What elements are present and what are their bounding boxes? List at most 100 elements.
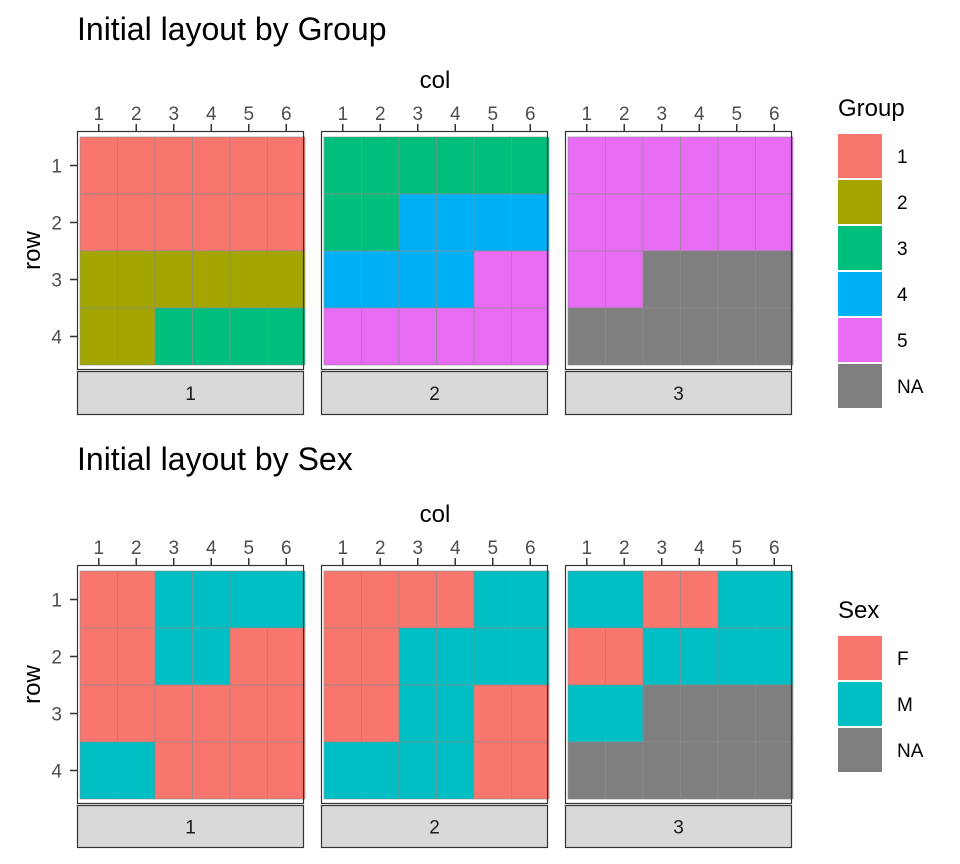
heatmap-cell	[117, 250, 156, 309]
y-tick-label: 3	[51, 271, 62, 292]
y-tick-label: 3	[51, 705, 62, 726]
heatmap-cell	[473, 193, 512, 252]
facet-panel-2: 1 2 3 4 5 6 2	[320, 104, 550, 416]
heatmap-cell	[605, 136, 644, 195]
heatmap-cell	[267, 684, 306, 743]
heatmap-cell	[229, 250, 268, 309]
heatmap-cell	[361, 307, 400, 366]
facet-strip-label: 3	[673, 818, 684, 839]
heatmap-cell	[473, 741, 512, 800]
heatmap-cell	[361, 741, 400, 800]
x-tick-label: 6	[525, 104, 536, 125]
heatmap-cell	[361, 684, 400, 743]
heatmap-cell	[154, 193, 193, 252]
legend: Group 1 2 3 4 5 NA	[838, 95, 924, 408]
y-tick-label: 4	[51, 762, 62, 783]
heatmap-cell	[229, 193, 268, 252]
heatmap-cell	[117, 684, 156, 743]
y-tick-label: 2	[51, 648, 62, 669]
heatmap-cell	[267, 627, 306, 686]
facet-strip	[564, 370, 793, 416]
heatmap-cell	[267, 193, 306, 252]
y-tick-label: 1	[51, 157, 62, 178]
chart-title: Initial layout by Group	[77, 11, 387, 47]
heatmap-cell	[567, 307, 606, 366]
x-tick-label: 1	[581, 538, 592, 559]
heatmap-cell	[154, 570, 193, 629]
heatmap-cell	[642, 136, 681, 195]
heatmap-cell	[323, 741, 362, 800]
heatmap-cell	[717, 627, 756, 686]
heatmap-cell	[436, 136, 475, 195]
heatmap-cell	[511, 627, 550, 686]
legend-label: M	[897, 695, 913, 716]
heatmap-cell	[717, 684, 756, 743]
heatmap-cell	[398, 741, 437, 800]
x-tick-label: 3	[168, 104, 179, 125]
x-tick-label: 6	[769, 538, 780, 559]
heatmap-cell	[361, 136, 400, 195]
heatmap-cell	[117, 741, 156, 800]
heatmap-cell	[511, 741, 550, 800]
x-tick-label: 6	[281, 104, 292, 125]
heatmap-cell	[511, 193, 550, 252]
heatmap-cell	[567, 741, 606, 800]
heatmap-cell	[436, 570, 475, 629]
heatmap-cell	[436, 741, 475, 800]
heatmap-cell	[229, 307, 268, 366]
heatmap-cell	[717, 307, 756, 366]
heatmap-cell	[605, 684, 644, 743]
heatmap-cell	[567, 627, 606, 686]
heatmap-cell	[717, 136, 756, 195]
panel-border	[564, 564, 793, 805]
x-tick-label: 3	[656, 538, 667, 559]
x-axis-label: col	[420, 501, 451, 528]
heatmap-cell	[79, 570, 118, 629]
panel-border	[76, 130, 305, 371]
heatmap-cell	[755, 193, 794, 252]
heatmap-cell	[436, 250, 475, 309]
x-tick-label: 6	[525, 538, 536, 559]
heatmap-cell	[642, 250, 681, 309]
heatmap-cell	[642, 570, 681, 629]
heatmap-cell	[229, 627, 268, 686]
facet-panel-3: 1 2 3 4 5 6 3	[564, 538, 794, 849]
heatmap-cell	[436, 193, 475, 252]
legend-label: NA	[897, 741, 924, 762]
x-tick-label: 4	[694, 538, 705, 559]
heatmap-cell	[717, 193, 756, 252]
heatmap-cell	[436, 627, 475, 686]
heatmap-cell	[511, 570, 550, 629]
heatmap-cell	[267, 741, 306, 800]
facet-panel-3: 1 2 3 4 5 6 3	[564, 104, 794, 416]
heatmap-cell	[755, 570, 794, 629]
heatmap-cell	[755, 627, 794, 686]
heatmap-cell	[267, 307, 306, 366]
heatmap-cell	[680, 684, 719, 743]
panel-border	[320, 564, 549, 805]
legend-label: 5	[897, 331, 908, 352]
legend-title: Group	[838, 95, 905, 122]
heatmap-cell	[717, 741, 756, 800]
heatmap-cell	[79, 307, 118, 366]
facet-strip	[76, 370, 305, 416]
heatmap-cell	[717, 250, 756, 309]
x-tick-label: 6	[769, 104, 780, 125]
legend-label: 3	[897, 239, 908, 260]
heatmap-cell	[192, 627, 231, 686]
heatmap-cell	[154, 250, 193, 309]
heatmap-cell	[717, 570, 756, 629]
legend-label: 1	[897, 147, 908, 168]
legend-label: F	[897, 649, 909, 670]
heatmap-cell	[192, 570, 231, 629]
x-tick-label: 4	[694, 104, 705, 125]
x-tick-label: 4	[206, 104, 217, 125]
y-tick-label: 1	[51, 591, 62, 612]
legend-key	[838, 682, 882, 726]
heatmap-cell	[473, 250, 512, 309]
heatmap-cell	[323, 193, 362, 252]
heatmap-cell	[323, 627, 362, 686]
heatmap-cell	[605, 741, 644, 800]
x-tick-label: 4	[450, 104, 461, 125]
